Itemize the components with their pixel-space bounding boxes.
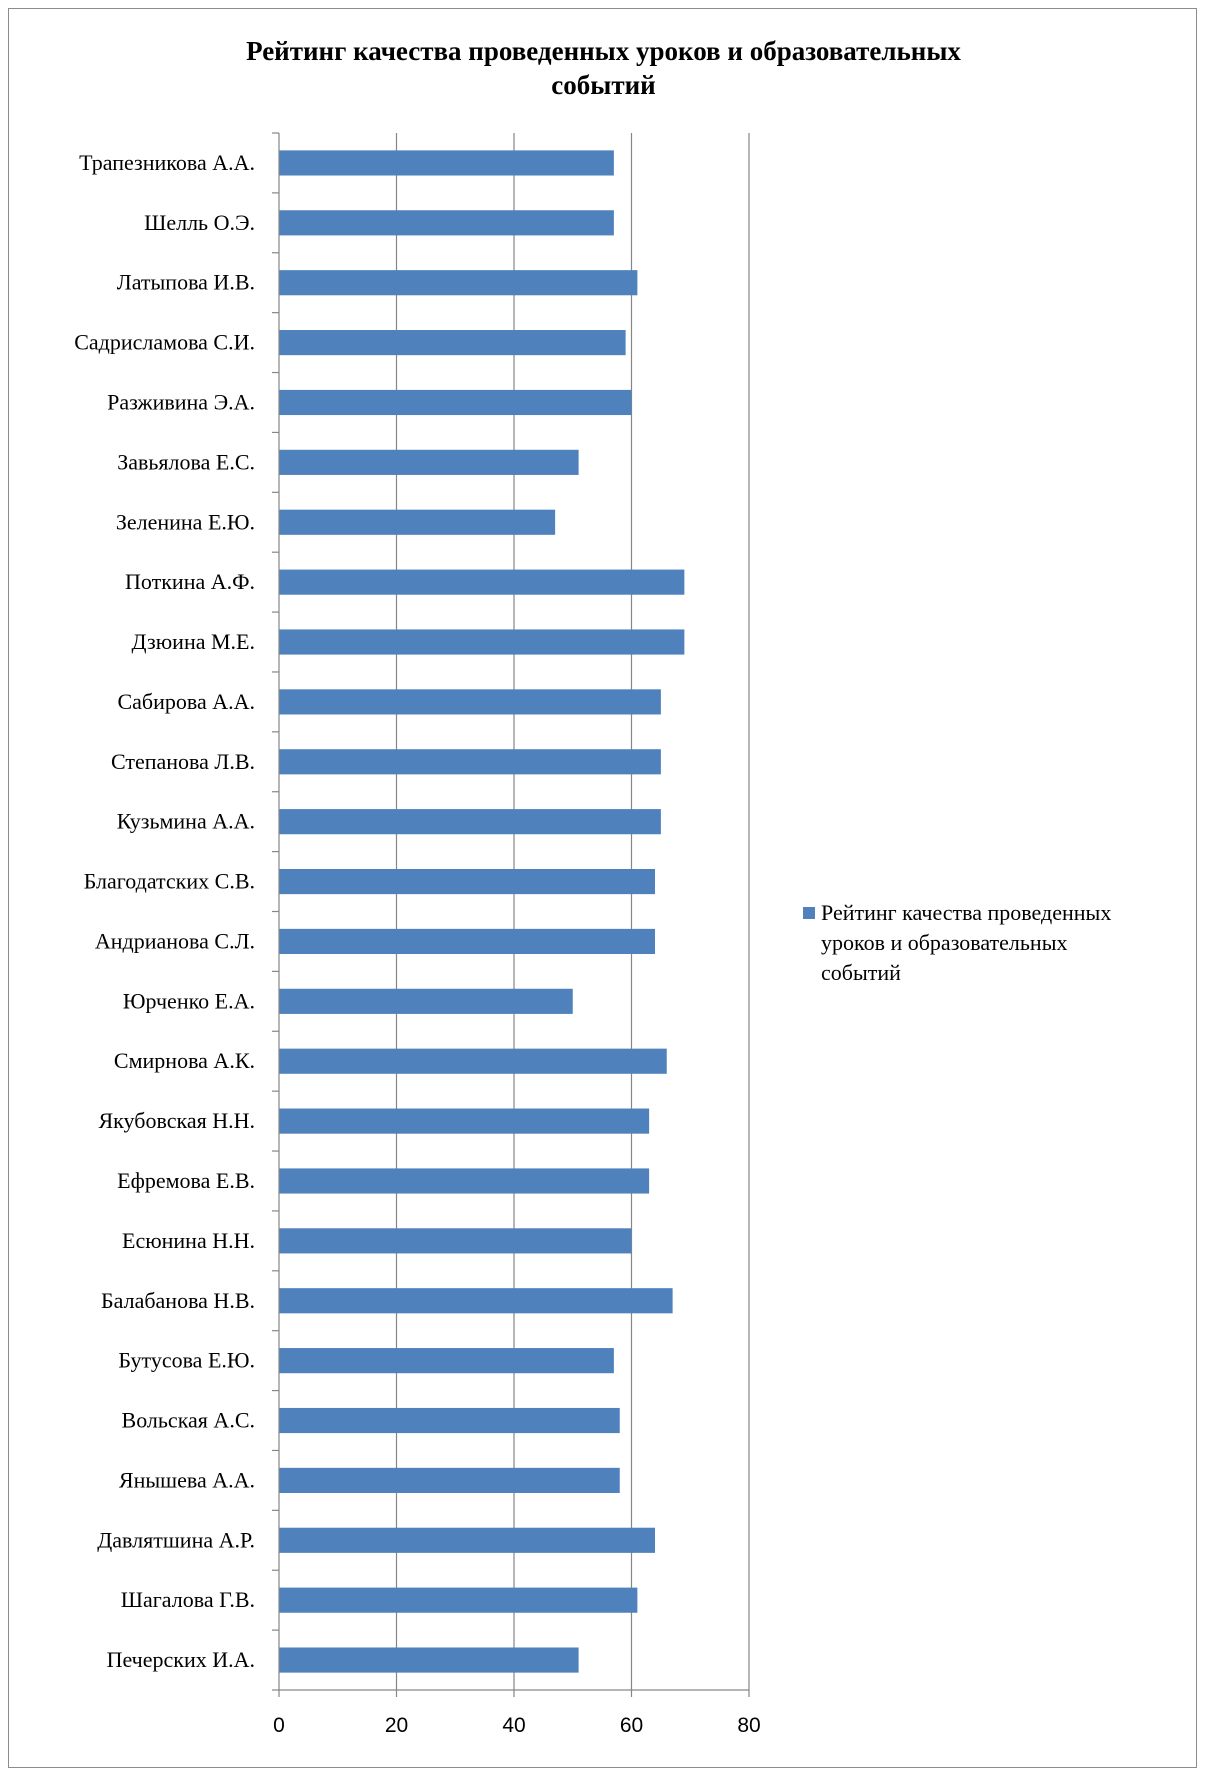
legend-label: Рейтинг качества проведенных уроков и об… <box>821 898 1191 988</box>
category-label: Латыпова И.В. <box>117 270 255 295</box>
axes <box>272 132 750 1697</box>
bar <box>279 389 632 416</box>
category-label: Юрченко Е.А. <box>123 988 255 1013</box>
category-label: Благодатских С.В. <box>84 869 255 894</box>
bar <box>279 1228 632 1254</box>
bar <box>279 1288 673 1314</box>
bar <box>279 749 661 775</box>
chart-title-line-1: Рейтинг качества проведенных уроков и об… <box>246 36 961 66</box>
bars <box>279 150 685 1673</box>
bar <box>279 270 638 296</box>
gridlines <box>395 133 750 1690</box>
category-label: Балабанова Н.В. <box>101 1288 255 1313</box>
bar <box>279 629 685 655</box>
category-labels: Трапезникова А.А. Шелль О.Э. Латыпова И.В.… <box>74 150 255 1672</box>
chart-title-line-2: событий <box>551 70 656 100</box>
bar <box>279 1407 620 1434</box>
bar <box>279 809 661 835</box>
bar <box>279 988 573 1014</box>
bar <box>279 1587 638 1613</box>
category-label: Садрисламова С.И. <box>74 330 255 355</box>
x-tick-label: 40 <box>502 1714 525 1737</box>
legend-label-line-2: уроков и образовательных <box>821 930 1068 955</box>
bar <box>279 330 626 356</box>
bar <box>279 868 655 895</box>
category-label: Смирнова А.К. <box>114 1048 255 1073</box>
bar <box>279 689 661 715</box>
category-label: Шелль О.Э. <box>144 210 255 235</box>
category-label: Дзюина М.Е. <box>132 629 256 654</box>
x-tick-label: 20 <box>385 1714 408 1737</box>
category-label: Печерских И.А. <box>107 1647 255 1672</box>
bar <box>279 1168 650 1194</box>
category-label: Есюнина Н.Н. <box>122 1228 255 1253</box>
category-label: Ефремова Е.В. <box>117 1168 255 1193</box>
legend-swatch <box>803 907 815 919</box>
x-tick-labels: 0 20 40 60 80 <box>273 1714 761 1737</box>
bar <box>279 928 655 955</box>
category-label: Разживина Э.А. <box>107 389 255 414</box>
category-label: Поткина А.Ф. <box>125 569 255 594</box>
chart-title: Рейтинг качества проведенных уроков и об… <box>0 34 1207 102</box>
legend-label-line-1: Рейтинг качества проведенных <box>821 900 1112 925</box>
bar <box>279 509 556 535</box>
x-tick-label: 60 <box>620 1714 643 1737</box>
category-label: Янышева А.А. <box>119 1467 255 1492</box>
category-label: Давлятшина А.Р. <box>97 1527 255 1552</box>
bar <box>279 1348 614 1374</box>
bar <box>279 569 685 595</box>
x-tick-label: 0 <box>273 1714 285 1737</box>
x-tick-label: 80 <box>737 1714 760 1737</box>
bar <box>279 449 579 475</box>
bar <box>279 1647 579 1673</box>
category-label: Кузьмина А.А. <box>117 809 255 834</box>
bar <box>279 150 614 176</box>
category-label: Зеленина Е.Ю. <box>116 509 255 534</box>
category-label: Якубовская Н.Н. <box>99 1108 256 1133</box>
category-label: Бутусова Е.Ю. <box>118 1348 255 1373</box>
category-label: Трапезникова А.А. <box>79 150 255 175</box>
category-label: Андрианова С.Л. <box>95 928 255 953</box>
bar <box>279 1048 667 1074</box>
legend-label-line-3: событий <box>821 960 901 985</box>
category-label: Сабирова А.А. <box>117 689 255 714</box>
category-label: Завьялова Е.С. <box>117 449 255 474</box>
category-label: Шагалова Г.В. <box>121 1587 255 1612</box>
bar <box>279 210 614 236</box>
bar <box>279 1527 655 1553</box>
category-label: Степанова Л.В. <box>111 749 255 774</box>
bar <box>279 1108 650 1134</box>
category-label: Вольская А.С. <box>122 1408 255 1433</box>
bar <box>279 1467 620 1493</box>
